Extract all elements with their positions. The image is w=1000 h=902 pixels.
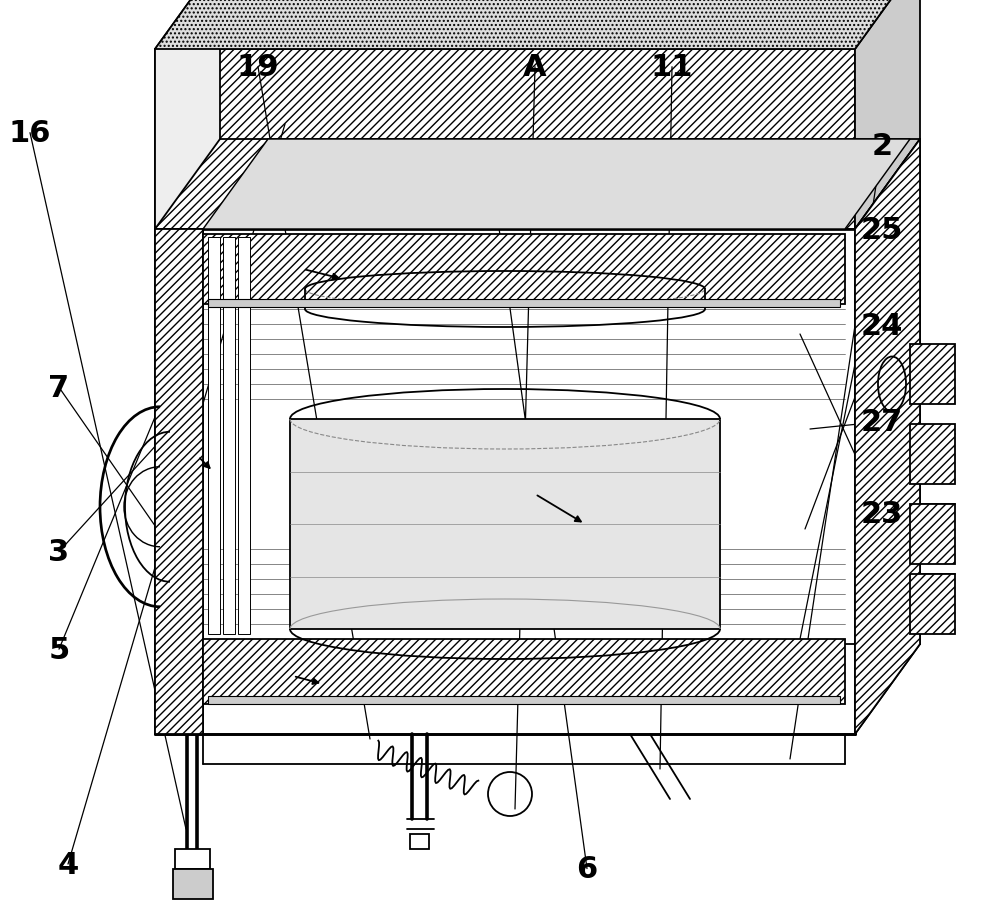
Bar bbox=[910, 575, 955, 634]
Text: 19: 19 bbox=[237, 53, 279, 82]
Bar bbox=[910, 345, 955, 405]
Bar bbox=[910, 425, 955, 484]
Bar bbox=[155, 230, 203, 734]
Bar bbox=[238, 238, 250, 634]
Text: A: A bbox=[523, 53, 547, 82]
Bar bbox=[290, 419, 720, 630]
Bar bbox=[155, 50, 855, 230]
Text: 7: 7 bbox=[48, 373, 70, 402]
Bar bbox=[410, 834, 429, 849]
Polygon shape bbox=[175, 849, 210, 869]
Text: 5: 5 bbox=[48, 635, 70, 664]
Polygon shape bbox=[855, 140, 920, 734]
Bar bbox=[203, 235, 845, 305]
Polygon shape bbox=[155, 0, 920, 50]
Text: 24: 24 bbox=[861, 312, 903, 341]
Bar bbox=[208, 238, 220, 634]
Text: 27: 27 bbox=[861, 408, 903, 437]
Bar bbox=[208, 299, 840, 308]
Bar bbox=[910, 504, 955, 565]
Bar bbox=[223, 238, 235, 634]
Bar bbox=[173, 869, 213, 899]
Bar bbox=[208, 696, 840, 704]
Bar bbox=[203, 640, 845, 704]
Text: 25: 25 bbox=[861, 216, 903, 244]
Polygon shape bbox=[155, 0, 220, 230]
Polygon shape bbox=[203, 140, 910, 230]
Text: 16: 16 bbox=[9, 119, 51, 148]
Text: 4: 4 bbox=[57, 850, 79, 879]
Text: 3: 3 bbox=[48, 538, 70, 566]
Text: 11: 11 bbox=[651, 53, 693, 82]
Text: 23: 23 bbox=[861, 500, 903, 529]
Text: 2: 2 bbox=[871, 132, 893, 161]
Polygon shape bbox=[855, 0, 920, 230]
Text: 6: 6 bbox=[576, 854, 598, 883]
